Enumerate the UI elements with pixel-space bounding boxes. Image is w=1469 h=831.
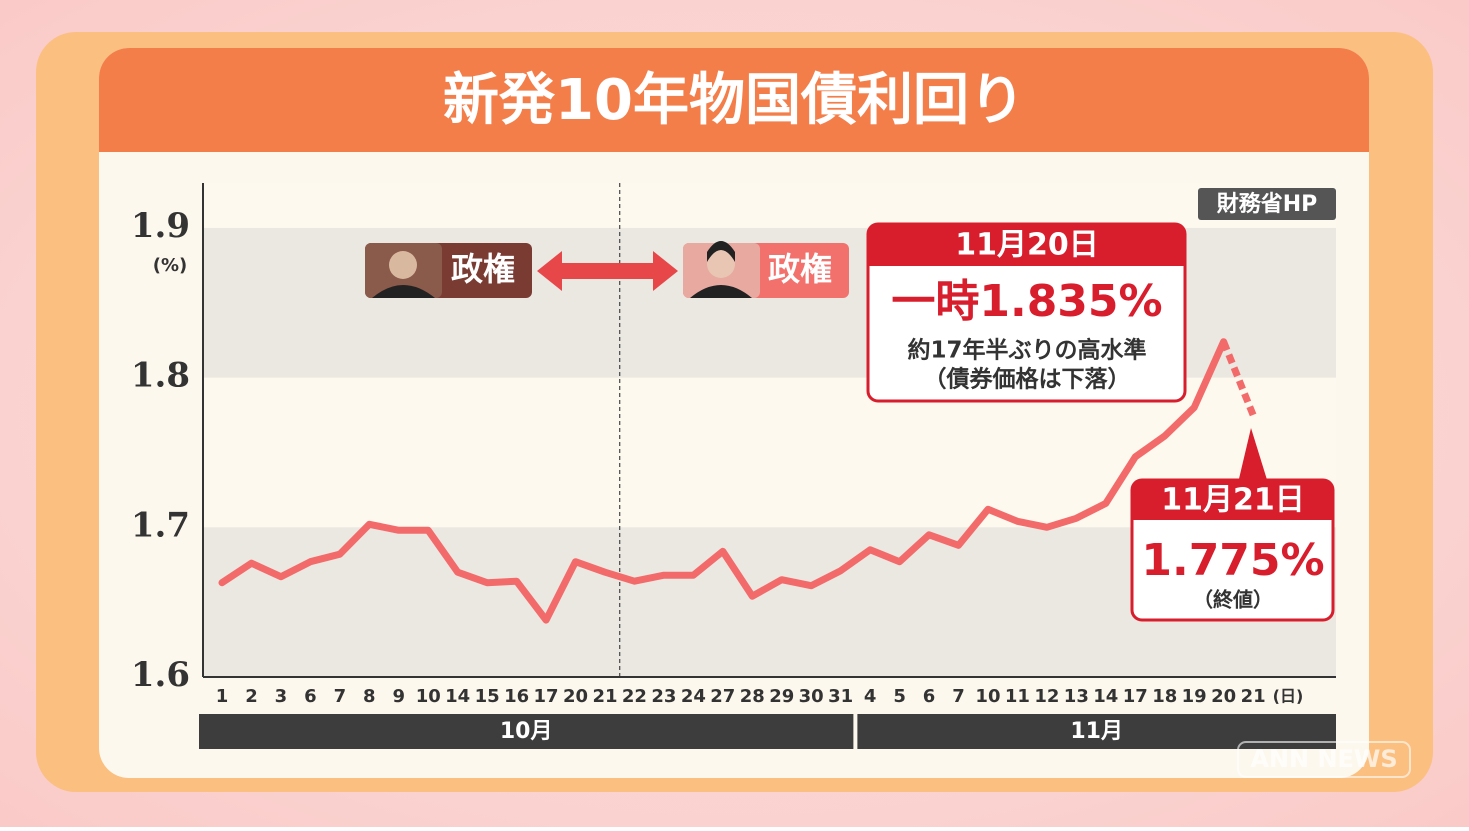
x-tick-label: 6 — [304, 686, 317, 707]
y-tick-label: 1.9 — [131, 206, 190, 246]
y-tick-label: 1.8 — [131, 356, 190, 396]
month-label: 10月 — [500, 719, 553, 744]
month-label: 11月 — [1070, 719, 1123, 744]
x-tick-label: 24 — [681, 686, 706, 707]
callout-text: （債券価格は下落） — [924, 366, 1131, 393]
regime-label: 政権 — [451, 250, 515, 288]
portrait-body — [690, 285, 752, 298]
chart-title: 新発10年物国債利回り — [443, 68, 1025, 133]
x-tick-label: 6 — [923, 686, 936, 707]
x-tick-label: 20 — [1211, 686, 1236, 707]
watermark: ANN NEWS — [1250, 745, 1397, 773]
x-tick-label: 15 — [475, 686, 500, 707]
portrait-hair — [707, 241, 735, 262]
portrait-face — [389, 251, 417, 279]
x-tick-label: 10 — [975, 686, 1000, 707]
x-tick-label: 4 — [864, 686, 877, 707]
x-tick-label: 27 — [710, 686, 735, 707]
x-tick-label: 17 — [1123, 686, 1148, 707]
x-tick-label: 13 — [1064, 686, 1089, 707]
y-tick-label: 1.7 — [131, 505, 190, 545]
callout-value: 1.775% — [1141, 535, 1324, 586]
x-tick-label: 7 — [334, 686, 347, 707]
x-tick-label: 18 — [1152, 686, 1177, 707]
x-unit: (日) — [1273, 687, 1304, 706]
callout-text: 約17年半ぶりの高水準 — [907, 337, 1146, 364]
arrow — [537, 251, 678, 291]
x-tick-label: 14 — [445, 686, 470, 707]
source: 財務省HP — [1217, 191, 1318, 217]
callout-date: 11月21日 — [1161, 483, 1305, 518]
x-tick-label: 31 — [828, 686, 853, 707]
callout-header — [1132, 480, 1333, 520]
callout-text: （終値） — [1193, 588, 1273, 612]
x-tick-label: 9 — [392, 686, 405, 707]
x-tick-label: 17 — [534, 686, 559, 707]
x-tick-label: 30 — [799, 686, 824, 707]
x-tick-label: 11 — [1005, 686, 1030, 707]
portrait-body — [372, 285, 435, 298]
x-tick-label: 12 — [1034, 686, 1059, 707]
x-tick-label: 10 — [416, 686, 441, 707]
x-tick-label: 14 — [1093, 686, 1118, 707]
y-tick-label: 1.6 — [131, 655, 190, 695]
overlay: 財務省HP (%) (日) 政権 政権 11月20日 一時1.835% 約17年… — [153, 188, 1411, 778]
x-tick-label: 8 — [363, 686, 376, 707]
x-tick-label: 1 — [216, 686, 229, 707]
x-tick-label: 5 — [893, 686, 906, 707]
x-tick-label: 7 — [952, 686, 965, 707]
x-tick-label: 22 — [622, 686, 647, 707]
month-bar — [199, 714, 854, 749]
regime-label: 政権 — [768, 250, 832, 288]
callout-header — [868, 224, 1185, 266]
y-unit: (%) — [153, 255, 188, 276]
callout-date: 11月20日 — [955, 228, 1099, 263]
x-tick-label: 2 — [245, 686, 258, 707]
x-tick-label: 20 — [563, 686, 588, 707]
line — [218, 338, 1228, 624]
header — [99, 48, 1369, 152]
x-tick-label: 28 — [740, 686, 765, 707]
x-tick-label: 19 — [1182, 686, 1207, 707]
x-tick-label: 29 — [769, 686, 794, 707]
portrait-face — [707, 250, 735, 278]
source-box — [1198, 188, 1336, 220]
callout-pointer — [1238, 428, 1268, 483]
x-tick-label: 16 — [504, 686, 529, 707]
callout-value: 一時1.835% — [891, 276, 1162, 327]
month-bar — [857, 714, 1336, 749]
x-tick-label: 21 — [1241, 686, 1266, 707]
x-tick-label: 21 — [592, 686, 617, 707]
x-tick-label: 3 — [275, 686, 288, 707]
x-tick-label: 23 — [651, 686, 676, 707]
watermark-box — [1237, 741, 1411, 778]
